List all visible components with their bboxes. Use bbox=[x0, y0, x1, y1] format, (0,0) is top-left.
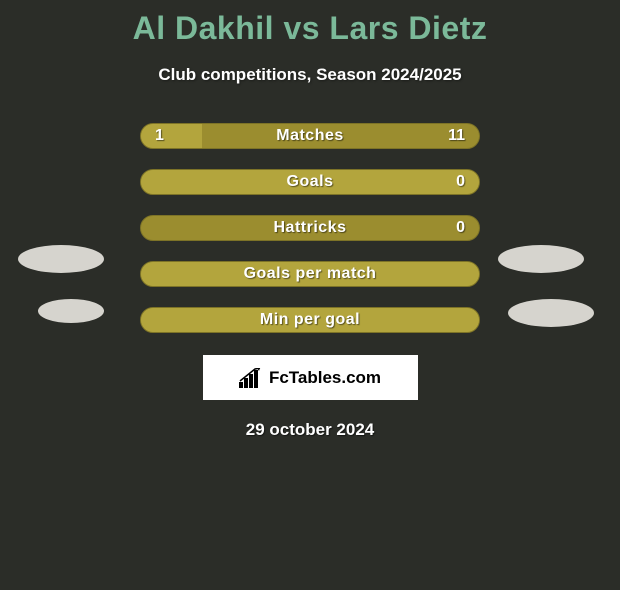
stat-bar-matches: 1 Matches 11 bbox=[140, 123, 480, 149]
stat-bar-min-per-goal: Min per goal bbox=[140, 307, 480, 333]
bar-label: Min per goal bbox=[260, 311, 360, 329]
bar-fill-left bbox=[141, 124, 202, 148]
bar-label: Goals per match bbox=[244, 265, 377, 283]
stat-bar-goals: Goals 0 bbox=[140, 169, 480, 195]
bar-value-right: 0 bbox=[456, 173, 465, 191]
bar-value-right: 11 bbox=[448, 127, 465, 145]
stat-bar-hattricks: Hattricks 0 bbox=[140, 215, 480, 241]
branding-text: FcTables.com bbox=[269, 368, 381, 388]
bar-label: Goals bbox=[287, 173, 334, 191]
stat-bar-goals-per-match: Goals per match bbox=[140, 261, 480, 287]
comparison-bars-area: 1 Matches 11 Goals 0 Hattricks 0 Goals per matc… bbox=[0, 123, 620, 333]
player-right-ellipse-2 bbox=[508, 299, 594, 327]
player-left-ellipse-2 bbox=[38, 299, 104, 323]
player-left-ellipse-1 bbox=[18, 245, 104, 273]
bar-label: Matches bbox=[276, 127, 344, 145]
bar-value-left: 1 bbox=[155, 127, 164, 145]
fctables-logo-icon bbox=[239, 368, 263, 388]
subtitle: Club competitions, Season 2024/2025 bbox=[0, 65, 620, 85]
page-title: Al Dakhil vs Lars Dietz bbox=[0, 10, 620, 47]
player-right-ellipse-1 bbox=[498, 245, 584, 273]
date-line: 29 october 2024 bbox=[0, 420, 620, 440]
bar-value-right: 0 bbox=[456, 219, 465, 237]
branding-box: FcTables.com bbox=[203, 355, 418, 400]
bar-label: Hattricks bbox=[274, 219, 347, 237]
